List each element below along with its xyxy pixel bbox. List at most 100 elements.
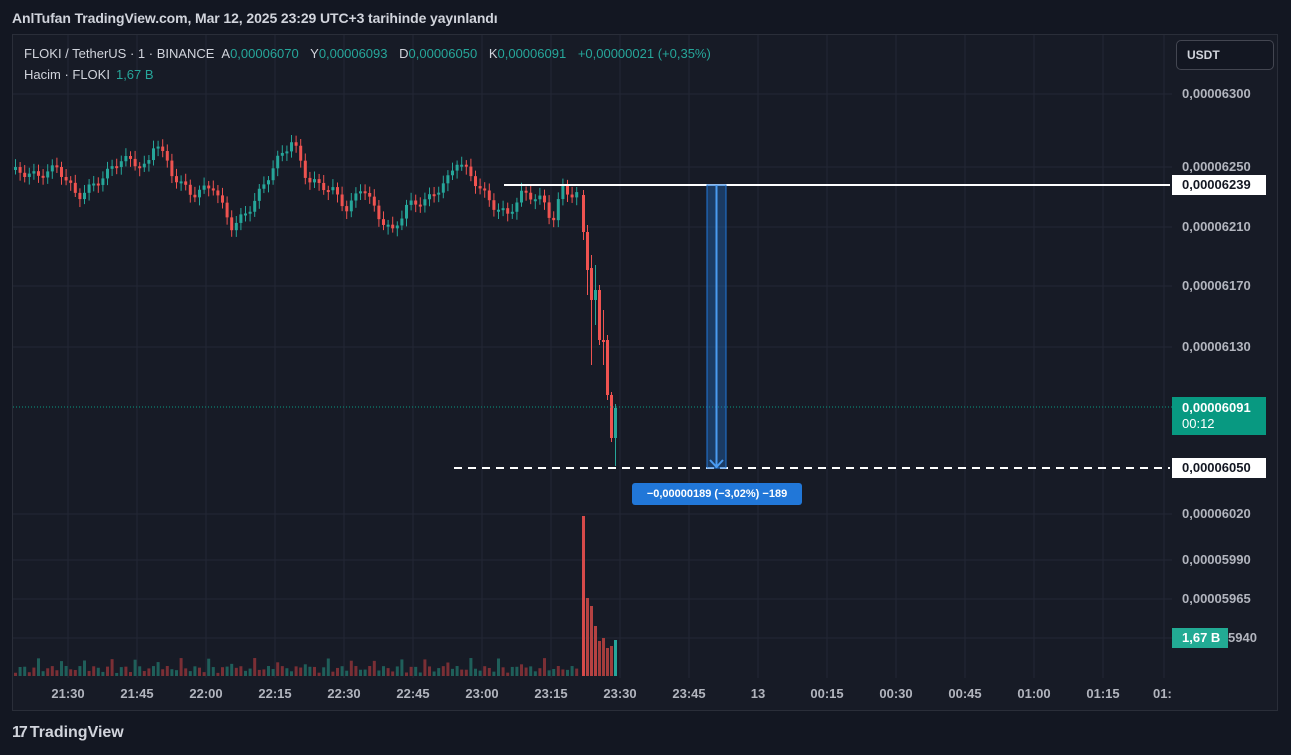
volume-bar [602,638,605,676]
volume-bar [340,666,344,676]
volume-bar [248,668,252,676]
candle-body [354,193,358,201]
candle-body [211,188,215,191]
candle-body [474,176,477,187]
candle-body [368,192,372,197]
volume-bar [414,666,418,676]
candle-body [556,199,560,221]
volume-bar [423,659,427,676]
time-axis-label: 01:15 [1086,686,1120,701]
volume-bar [368,666,372,676]
volume-bar [474,668,477,676]
candle-body [469,166,473,177]
volume-bar [483,666,487,676]
symbol-name[interactable]: FLOKI / TetherUS · 1 · BINANCE [24,46,215,61]
volume-bar [55,670,59,676]
candle-body [423,199,427,206]
high-key: Y [310,46,319,61]
volume-bar [322,667,326,676]
volume-bar [405,672,408,676]
candle-body [290,142,293,152]
footer-brand-text: TradingView [29,724,124,741]
volume-bar [211,667,215,676]
volume-bar [561,669,565,676]
candle-body [492,200,496,210]
volume-bar [575,668,579,676]
candle-body [23,172,27,177]
candle-body [561,185,565,200]
low-key: D [399,46,409,61]
volume-bar [349,660,353,676]
volume-bar [354,666,358,676]
volume-bar [313,666,316,676]
symbol-legend[interactable]: FLOKI / TetherUS · 1 · BINANCE A0,000060… [24,46,719,61]
volume-bar [175,670,178,676]
volume-bar [156,662,160,676]
volume-bar [276,662,280,676]
volume-bar [497,658,500,676]
candle-body [331,187,335,191]
chart-frame[interactable] [12,34,1278,711]
candle-body [377,205,381,220]
candle-body [262,184,266,189]
candle-body [156,146,160,149]
volume-bar [271,669,275,676]
volume-bar [152,666,155,676]
volume-bar [524,667,528,676]
volume-bar [179,658,183,676]
candle-body [460,164,464,167]
candle-body [46,171,50,178]
volume-bar [515,666,519,676]
volume-bar [538,668,542,676]
volume-tag: 1,67 B [1172,628,1228,648]
volume-legend[interactable]: Hacim · FLOKI 1,67 B [24,67,154,82]
volume-bar [326,658,330,676]
candle-body [336,187,339,195]
time-axis-label: 21:30 [51,686,85,701]
current-price-tag: 0,00006091 00:12 [1172,397,1266,435]
volume-bar [606,648,609,676]
volume-bar [501,667,505,676]
volume-bar [331,671,335,676]
currency-button[interactable]: USDT [1176,40,1274,70]
candle-body [55,165,59,168]
volume-bar [303,664,307,676]
candle-body [594,290,597,300]
volume-bar [83,660,86,676]
volume-bar [372,660,376,676]
volume-bar [409,666,413,676]
volume-bar [280,666,284,676]
candle-body [133,158,137,167]
time-axis-label: 01: [1153,686,1171,701]
volume-bar [262,669,266,676]
volume-bar [586,598,589,676]
volume-bar [234,667,238,676]
volume-bar [225,666,229,676]
volume-bar [377,670,381,676]
volume-legend-value: 1,67 B [115,67,154,82]
volume-bar [41,671,45,676]
candle-body [538,195,542,200]
volume-bar [506,672,510,676]
candle-body [280,152,284,156]
candle-body [142,163,146,168]
volume-bar [610,646,613,676]
candle-body [418,204,422,207]
candle-body [349,200,353,212]
candle-body [179,181,183,184]
candle-body [230,217,234,231]
footer-brand[interactable]: 17 TradingView [12,724,124,742]
volume-bar [614,640,617,676]
candle-body [515,202,519,212]
candle-body [586,232,589,270]
candle-body [520,190,523,203]
volume-bar [590,606,593,676]
volume-bar [556,666,560,676]
candle-body [340,194,344,207]
volume-bar [510,666,514,676]
candle-body [41,175,45,178]
volume-bar [170,669,174,676]
volume-bar [317,672,321,676]
time-axis-label: 00:45 [948,686,982,701]
